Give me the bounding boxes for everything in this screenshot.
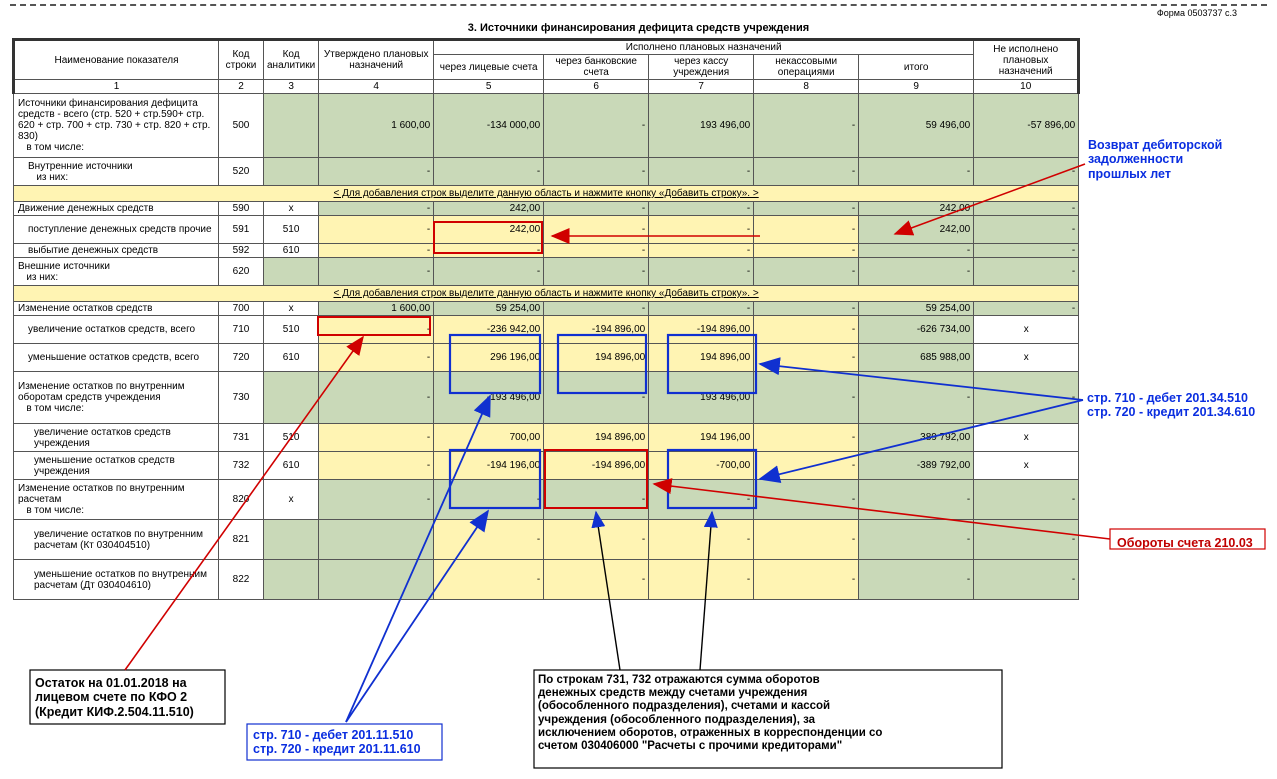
hdr-c7: через кассу учреждения <box>649 55 754 80</box>
form-code: Форма 0503737 с.3 <box>0 8 1277 18</box>
r500-c10: -57 896,00 <box>974 94 1079 158</box>
r500-c6 <box>544 94 649 158</box>
row-620: Внешние источники из них: 620 <box>14 258 1079 286</box>
r500-c9: 59 496,00 <box>859 94 974 158</box>
hdr-c8: некассовыми операциями <box>754 55 859 80</box>
row-821: увеличение остатков по внутренним расчет… <box>14 520 1079 560</box>
top-dashed-border <box>10 4 1267 6</box>
row-590: Движение денежных средств 590 х 242,00 2… <box>14 202 1079 216</box>
hdr-anl: Код аналитики <box>264 40 319 80</box>
r500-name: Источники финансирования дефицита средст… <box>14 94 219 158</box>
annot-210: Обороты счета 210.03 <box>1117 536 1253 550</box>
hn3: 3 <box>264 80 319 94</box>
r500-c8 <box>754 94 859 158</box>
hn4: 4 <box>319 80 434 94</box>
annot-11: стр. 710 - дебет 201.11.510стр. 720 - кр… <box>253 728 421 757</box>
row-822: уменьшение остатков по внутренним расчет… <box>14 560 1079 600</box>
annot-remainder: Остаток на 01.01.2018 налицевом счете по… <box>35 676 194 719</box>
row-732: уменьшение остатков средств учреждения 7… <box>14 452 1079 480</box>
r500-c5: -134 000,00 <box>434 94 544 158</box>
row-700: Изменение остатков средств 700 х 1 600,0… <box>14 302 1079 316</box>
add-banner-2[interactable]: < Для добавления строк выделите данную о… <box>14 286 1079 302</box>
row-820: Изменение остатков по внутренним расчета… <box>14 480 1079 520</box>
annot-34: стр. 710 - дебет 201.34.510стр. 720 - кр… <box>1087 391 1255 420</box>
row-592: выбытие денежных средств 592 610 <box>14 244 1079 258</box>
section-title: 3. Источники финансирования дефицита сре… <box>0 22 1277 34</box>
row-731: увеличение остатков средств учреждения 7… <box>14 424 1079 452</box>
row-730: Изменение остатков по внутренним оборота… <box>14 372 1079 424</box>
row-710: увеличение остатков средств, всего 710 5… <box>14 316 1079 344</box>
row-500: Источники финансирования дефицита средст… <box>14 94 1079 158</box>
hdr-code: Код строки <box>219 40 264 80</box>
annot-debit-return: Возврат дебиторскойзадолженностипрошлых … <box>1088 138 1222 181</box>
hdr-c6: через банковские счета <box>544 55 649 80</box>
annot-note: По строкам 731, 732 отражаются сумма обо… <box>538 674 998 753</box>
hn2: 2 <box>219 80 264 94</box>
hdr-c4: Утверждено плановых назначений <box>319 40 434 80</box>
hn7: 7 <box>649 80 754 94</box>
r500-c4: 1 600,00 <box>319 94 434 158</box>
finance-table: Наименование показателя Код строки Код а… <box>12 38 1080 600</box>
hn6: 6 <box>544 80 649 94</box>
hdr-c10: Не исполнено плановых назначений <box>974 40 1079 80</box>
add-banner-1[interactable]: < Для добавления строк выделите данную о… <box>14 186 1079 202</box>
hdr-c9: итого <box>859 55 974 80</box>
row-591: поступление денежных средств прочие 591 … <box>14 216 1079 244</box>
r500-code: 500 <box>219 94 264 158</box>
r500-anl <box>264 94 319 158</box>
row-720: уменьшение остатков средств, всего 720 6… <box>14 344 1079 372</box>
hdr-c5: через лицевые счета <box>434 55 544 80</box>
hn5: 5 <box>434 80 544 94</box>
hn1: 1 <box>14 80 219 94</box>
hdr-name: Наименование показателя <box>14 40 219 80</box>
row-520: Внутренние источники из них: 520 <box>14 158 1079 186</box>
hn9: 9 <box>859 80 974 94</box>
r500-c7: 193 496,00 <box>649 94 754 158</box>
hn8: 8 <box>754 80 859 94</box>
hn10: 10 <box>974 80 1079 94</box>
hdr-grp: Исполнено плановых назначений <box>434 40 974 55</box>
